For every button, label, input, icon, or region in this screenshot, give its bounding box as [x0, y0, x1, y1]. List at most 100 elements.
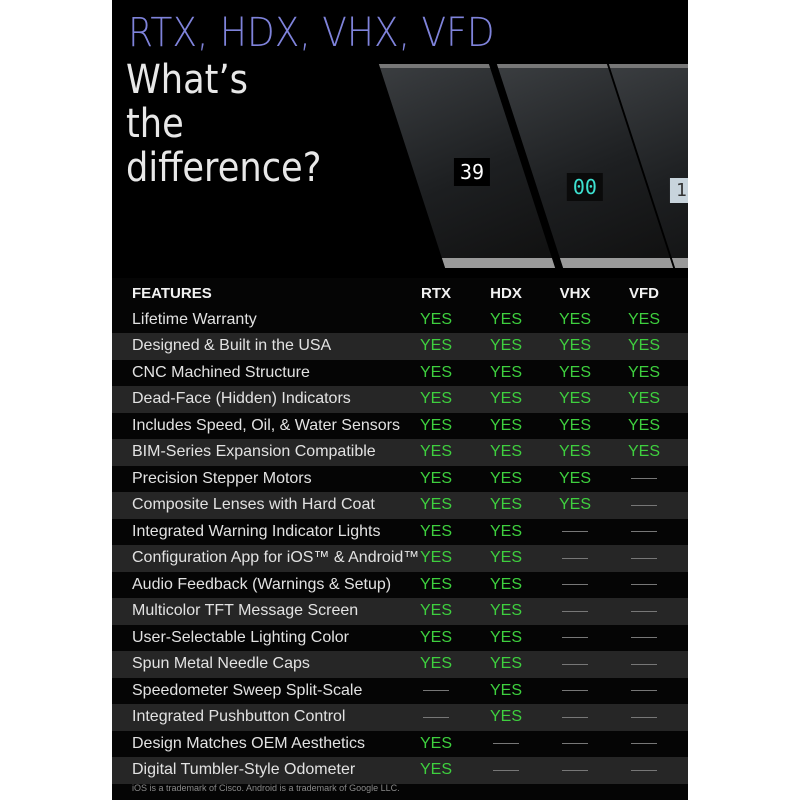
feature-name: Audio Feedback (Warnings & Setup) — [132, 575, 392, 593]
feature-name: Configuration App for iOS™ & Android™ — [132, 549, 420, 567]
yes-mark: YES — [419, 469, 452, 487]
not-available-dash — [614, 496, 674, 514]
table-row: Precision Stepper Motors YES YES YES — [112, 466, 688, 493]
not-available-dash — [614, 682, 674, 700]
dash-icon — [631, 531, 657, 533]
dash-icon — [631, 504, 657, 506]
not-available-dash — [614, 735, 674, 753]
table-row: Lifetime Warranty YES YES YES YES — [112, 307, 688, 334]
not-available-dash — [614, 761, 674, 779]
feature-name: Designed & Built in the USA — [132, 337, 332, 355]
yes-mark: YES — [489, 363, 522, 381]
not-available-dash — [614, 549, 674, 567]
table-row: Composite Lenses with Hard Coat YES YES YES — [112, 492, 688, 519]
feature-name: Precision Stepper Motors — [132, 469, 312, 487]
yes-mark: YES — [489, 469, 522, 487]
yes-mark: YES — [489, 655, 522, 673]
yes-mark: YES — [419, 549, 452, 567]
dash-icon — [631, 663, 657, 665]
table-row: Dead-Face (Hidden) Indicators YES YES YES YE… — [112, 386, 688, 413]
feature-name: Multicolor TFT Message Screen — [132, 602, 359, 620]
feature-name: Includes Speed, Oil, & Water Sensors — [132, 416, 400, 434]
yes-mark: YES — [627, 416, 660, 434]
yes-mark: YES — [419, 522, 452, 540]
yes-mark: YES — [627, 363, 660, 381]
table-row: BIM-Series Expansion Compatible YES YES YES… — [112, 439, 688, 466]
page-title: RTX, HDX, VHX, VFD — [128, 10, 495, 56]
feature-name: User-Selectable Lighting Color — [132, 628, 349, 646]
not-available-dash — [614, 470, 674, 488]
not-available-dash — [406, 708, 466, 726]
feature-name: Integrated Warning Indicator Lights — [132, 522, 381, 540]
yes-mark: YES — [489, 549, 522, 567]
feature-name: Integrated Pushbutton Control — [132, 708, 346, 726]
hdx-readout: 00 — [566, 173, 603, 201]
not-available-dash — [545, 761, 605, 779]
feature-comparison-table: FEATURES RTX HDX VHX VFD Lifetime Warran… — [112, 280, 688, 784]
not-available-dash — [476, 735, 536, 753]
not-available-dash — [545, 629, 605, 647]
not-available-dash — [545, 523, 605, 541]
table-row: CNC Machined Structure YES YES YES YES — [112, 360, 688, 387]
yes-mark: YES — [627, 310, 660, 328]
dash-icon — [631, 769, 657, 771]
yes-mark: YES — [558, 416, 591, 434]
dash-icon — [631, 743, 657, 745]
yes-mark: YES — [419, 602, 452, 620]
yes-mark: YES — [489, 602, 522, 620]
table-row: Integrated Pushbutton Control YES — [112, 704, 688, 731]
dash-icon — [423, 690, 449, 692]
yes-mark: YES — [558, 337, 591, 355]
yes-mark: YES — [558, 469, 591, 487]
table-row: User-Selectable Lighting Color YES YES — [112, 625, 688, 652]
table-row: Speedometer Sweep Split-Scale YES — [112, 678, 688, 705]
dash-icon — [562, 663, 588, 665]
yes-mark: YES — [419, 443, 452, 461]
dash-icon — [562, 610, 588, 612]
not-available-dash — [545, 549, 605, 567]
yes-mark: YES — [489, 681, 522, 699]
yes-mark: YES — [489, 708, 522, 726]
hero-banner: 39 00 12:02 62 RTX, HDX, VHX, VFD What’s… — [112, 0, 688, 278]
dash-icon — [631, 557, 657, 559]
yes-mark: YES — [419, 390, 452, 408]
feature-name: CNC Machined Structure — [132, 363, 310, 381]
subtitle-line: difference? — [126, 145, 322, 191]
table-row: Includes Speed, Oil, & Water Sensors YES Y… — [112, 413, 688, 440]
not-available-dash — [614, 576, 674, 594]
yes-mark: YES — [419, 761, 452, 779]
not-available-dash — [545, 602, 605, 620]
yes-mark: YES — [419, 734, 452, 752]
column-header-vhx: VHX — [559, 284, 591, 302]
dash-icon — [631, 690, 657, 692]
dash-icon — [562, 716, 588, 718]
column-header-features: FEATURES — [132, 284, 212, 302]
yes-mark: YES — [558, 390, 591, 408]
yes-mark: YES — [489, 522, 522, 540]
dash-icon — [493, 743, 519, 745]
table-row: Configuration App for iOS™ & Android™ YES… — [112, 545, 688, 572]
table-header-row: FEATURES RTX HDX VHX VFD — [112, 280, 688, 307]
not-available-dash — [614, 602, 674, 620]
table-row: Digital Tumbler-Style Odometer YES — [112, 757, 688, 784]
dash-icon — [631, 584, 657, 586]
table-row: Audio Feedback (Warnings & Setup) YES YES — [112, 572, 688, 599]
not-available-dash — [545, 735, 605, 753]
not-available-dash — [614, 523, 674, 541]
feature-name: Design Matches OEM Aesthetics — [132, 734, 365, 752]
dash-icon — [562, 637, 588, 639]
feature-name: Spun Metal Needle Caps — [132, 655, 310, 673]
feature-name: Dead-Face (Hidden) Indicators — [132, 390, 351, 408]
yes-mark: YES — [558, 496, 591, 514]
yes-mark: YES — [419, 337, 452, 355]
yes-mark: YES — [489, 496, 522, 514]
yes-mark: YES — [627, 443, 660, 461]
yes-mark: YES — [627, 390, 660, 408]
not-available-dash — [545, 708, 605, 726]
column-header-hdx: HDX — [490, 284, 522, 302]
subtitle-line: What’s — [126, 57, 249, 103]
yes-mark: YES — [419, 575, 452, 593]
yes-mark: YES — [558, 363, 591, 381]
dash-icon — [631, 610, 657, 612]
subtitle-line: the — [126, 101, 184, 147]
